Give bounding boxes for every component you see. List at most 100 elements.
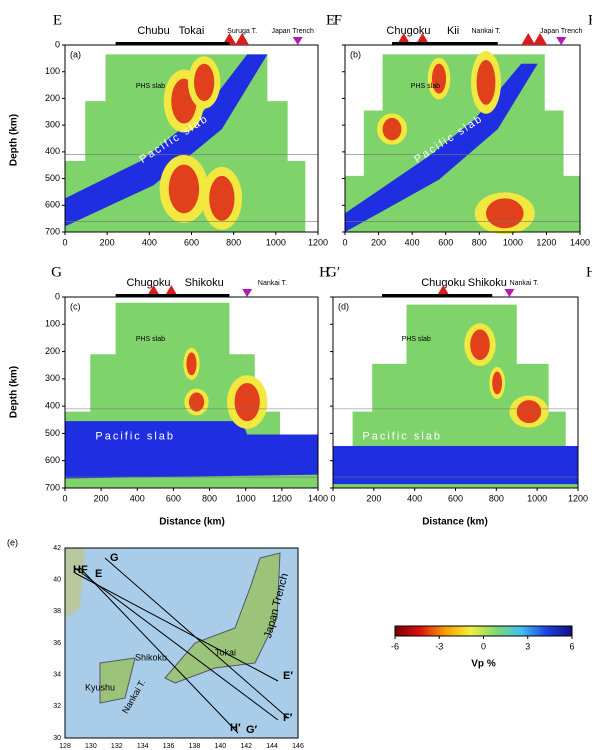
slab-label: Pacific slab <box>95 430 175 442</box>
panel-letter: (d) <box>338 301 349 311</box>
x-tick-label: 600 <box>184 237 199 247</box>
region-label: Shikoku <box>135 652 167 662</box>
profile-label: G <box>110 552 119 564</box>
map-land <box>99 657 136 704</box>
y-tick-label: 500 <box>45 428 60 438</box>
place-label: Chugoku <box>126 277 170 289</box>
tomo-anomaly <box>188 392 205 412</box>
trench <box>292 37 303 45</box>
cb-tick-label: 6 <box>569 641 574 651</box>
tomo-anomaly <box>486 198 524 229</box>
station-bar <box>115 294 230 297</box>
panel-letter: (c) <box>70 301 81 311</box>
x-tick-label: 800 <box>489 493 504 503</box>
x-tick-label: 1000 <box>266 237 286 247</box>
trench <box>504 289 515 297</box>
y-tick-label: 500 <box>45 173 60 183</box>
x-tick-label: 400 <box>142 237 157 247</box>
profile-end: E′ <box>326 12 338 28</box>
place-label: Suruga T. <box>227 28 257 35</box>
y-tick-label: 200 <box>45 93 60 103</box>
lat-tick-label: 38 <box>53 608 61 615</box>
tomo-anomaly <box>516 400 542 424</box>
profile-start: F <box>334 12 342 28</box>
lat-tick-label: 40 <box>53 577 61 584</box>
depth-label: Depth (km) <box>9 114 20 166</box>
lon-tick-label: 130 <box>85 743 97 750</box>
y-tick-label: 0 <box>55 291 60 301</box>
profile-start: G <box>51 264 62 280</box>
lon-tick-label: 140 <box>214 743 226 750</box>
place-label: Tokai <box>179 25 205 37</box>
profile-line <box>79 567 239 734</box>
region-label: Tokai <box>215 647 236 657</box>
lat-tick-label: 34 <box>53 672 61 679</box>
profile-label: G′ <box>246 724 258 736</box>
x-tick-label: 0 <box>342 237 347 247</box>
x-tick-label: 1200 <box>568 493 588 503</box>
lon-tick-label: 138 <box>189 743 201 750</box>
place-label: Shikoku <box>468 277 507 289</box>
volcano <box>235 33 250 45</box>
y-tick-label: 200 <box>45 346 60 356</box>
y-tick-label: 100 <box>45 66 60 76</box>
x-tick-label: 1000 <box>527 493 547 503</box>
depth-label: Depth (km) <box>9 366 20 418</box>
lon-tick-label: 146 <box>292 743 304 750</box>
tomo-slab <box>65 421 318 479</box>
x-tick-label: 200 <box>371 237 386 247</box>
place-label: Nankai T. <box>510 280 539 287</box>
x-tick-label: 1200 <box>536 237 556 247</box>
place-label: Shikoku <box>185 277 224 289</box>
profile-label: HF <box>73 564 88 576</box>
distance-label: Distance (km) <box>422 517 488 528</box>
lat-tick-label: 42 <box>53 545 61 552</box>
slab-label: PHS slab <box>136 83 165 90</box>
place-label: Nankai T. <box>471 28 500 35</box>
profile-label: F′ <box>283 712 293 724</box>
profile-start: H <box>319 264 330 280</box>
tomo-anomaly <box>209 175 235 221</box>
y-tick-label: 600 <box>45 455 60 465</box>
tomo-anomaly <box>492 371 503 395</box>
profile-label: E <box>95 568 102 580</box>
lat-tick-label: 32 <box>53 703 61 710</box>
x-tick-label: 1000 <box>236 493 256 503</box>
place-label: Japan Trench <box>540 28 583 35</box>
region-label: Kyushu <box>85 682 115 692</box>
profile-line <box>74 567 279 721</box>
y-tick-label: 700 <box>45 226 60 236</box>
map-frame <box>64 547 299 739</box>
lon-tick-label: 134 <box>137 743 149 750</box>
slab-label: PHS slab <box>402 336 431 343</box>
profile-label: H′ <box>230 722 241 734</box>
map-land <box>65 548 85 618</box>
y-tick-label: 300 <box>45 120 60 130</box>
y-tick-label: 0 <box>55 39 60 49</box>
profile-end: G′ <box>326 264 340 280</box>
cb-tick-label: 3 <box>525 641 530 651</box>
y-tick-label: 100 <box>45 319 60 329</box>
place-label: Japan Trench <box>271 28 314 35</box>
profile-line <box>74 572 279 682</box>
x-tick-label: 600 <box>448 493 463 503</box>
place-label: Chubu <box>137 25 169 37</box>
cb-tick-label: -3 <box>435 641 443 651</box>
map-land <box>164 552 281 684</box>
place-label: Kii <box>447 25 459 37</box>
lon-tick-label: 144 <box>266 743 278 750</box>
x-tick-label: 1200 <box>308 237 328 247</box>
x-tick-label: 1200 <box>272 493 292 503</box>
lon-tick-label: 142 <box>240 743 252 750</box>
x-tick-label: 1000 <box>503 237 523 247</box>
cb-tick-label: -6 <box>391 641 399 651</box>
x-tick-label: 200 <box>366 493 381 503</box>
tomo-anomaly <box>194 63 215 102</box>
distance-label: Distance (km) <box>159 517 225 528</box>
slab-label: Pacific slab <box>362 430 442 442</box>
x-tick-label: 800 <box>472 237 487 247</box>
place-label: Nankai T. <box>258 280 287 287</box>
tomo-anomaly <box>234 382 260 422</box>
x-tick-label: 600 <box>166 493 181 503</box>
